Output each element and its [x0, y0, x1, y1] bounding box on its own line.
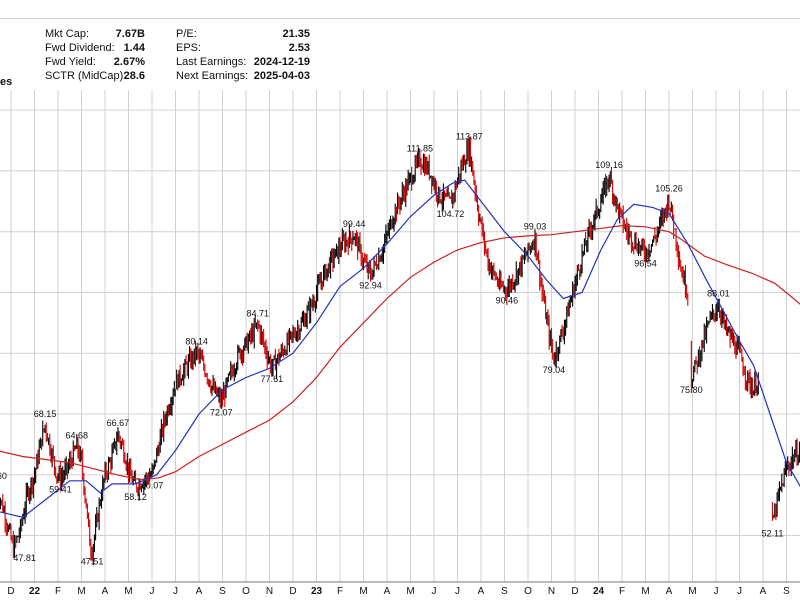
price-annotation: 99.44 [343, 219, 366, 229]
price-annotation: 80.14 [185, 336, 208, 346]
stat-label: Mkt Cap: [45, 28, 90, 40]
stat-label: SCTR (MidCap): [45, 70, 127, 82]
stat-label: Next Earnings: [176, 70, 249, 82]
x-tick-label: J [150, 586, 155, 597]
price-annotation: 104.72 [437, 209, 465, 219]
stat-label: P/E: [176, 28, 197, 40]
price-annotation: 59.41 [49, 484, 72, 494]
x-tick-label: M [124, 586, 132, 597]
x-tick-label: D [571, 586, 578, 597]
sma-short-line [0, 179, 800, 518]
price-annotation: 96.54 [634, 259, 657, 269]
x-tick-label: J [455, 586, 460, 597]
price-annotation: 113.87 [456, 131, 483, 141]
x-tick-label: A [666, 586, 673, 597]
stat-value: 2.67% [113, 56, 145, 68]
x-tick-label: S [219, 586, 226, 597]
x-tick-label: A [102, 586, 109, 597]
stat-value: 2024-12-19 [253, 56, 310, 68]
price-annotation: 52.11 [761, 529, 783, 539]
sma-long-line [0, 224, 800, 481]
x-tick-label: F [55, 586, 61, 597]
x-tick-label: A [196, 586, 203, 597]
x-tick-label: S [501, 586, 508, 597]
price-annotation: 47.81 [13, 553, 36, 563]
x-tick-label: O [524, 586, 532, 597]
x-tick-label: J [737, 586, 742, 597]
x-tick-label: N [266, 586, 273, 597]
x-tick-label: N [548, 586, 555, 597]
price-annotation: 60 [0, 471, 7, 481]
price-annotation: 111.85 [407, 144, 433, 154]
price-annotation: 72.07 [210, 407, 233, 417]
price-annotation: 77.61 [261, 374, 284, 384]
x-tick-label: J [173, 586, 178, 597]
price-annotation: 58.12 [124, 492, 147, 502]
x-tick-label: 24 [593, 586, 605, 597]
x-tick-label: J [714, 586, 719, 597]
price-annotation: 60.07 [141, 480, 164, 490]
x-tick-label: O [242, 586, 250, 597]
x-tick-label: D [289, 586, 296, 597]
price-annotation: 64.68 [66, 430, 89, 440]
x-tick-label: 23 [311, 586, 323, 597]
stat-value: 2.53 [288, 42, 310, 54]
price-annotation: 79.04 [543, 365, 566, 375]
price-annotation: 99.03 [524, 222, 547, 232]
x-tick-label: A [478, 586, 485, 597]
x-tick-label: F [337, 586, 343, 597]
stat-label: Last Earnings: [176, 56, 247, 68]
price-annotation: 66.67 [107, 418, 130, 428]
price-annotation: 109.16 [595, 160, 623, 170]
price-annotation: 84.71 [246, 309, 269, 319]
stat-label: EPS: [176, 42, 202, 54]
x-tick-label: D [7, 586, 14, 597]
x-tick-label: 22 [29, 586, 41, 597]
stat-value: 28.6 [123, 70, 145, 82]
price-annotation: 92.94 [359, 281, 382, 291]
x-tick-label: M [641, 586, 649, 597]
stat-value: 1.44 [123, 42, 145, 54]
x-tick-label: A [384, 586, 391, 597]
price-annotation: 47.51 [81, 557, 104, 567]
x-tick-label: J [432, 586, 437, 597]
price-chart: D 22 F M A M J J A S O N D 23 F M A M J J A S O N D 24 F M A M J J A S 60 4… [0, 90, 800, 597]
price-annotation: 75.80 [680, 385, 703, 395]
top-toolbar-strip [0, 0, 800, 19]
stat-label: Fwd Yield: [45, 56, 96, 68]
x-tick-label: A [760, 586, 767, 597]
stat-label: Fwd Dividend: [45, 42, 115, 54]
x-tick-label: M [406, 586, 414, 597]
price-annotation: 68.15 [34, 409, 57, 419]
x-tick-label: F [619, 586, 625, 597]
price-annotation: 90.46 [496, 296, 519, 306]
x-tick-label: M [359, 586, 367, 597]
x-tick-label: M [77, 586, 85, 597]
x-tick-label: M [688, 586, 696, 597]
stat-value: 2025-04-03 [253, 70, 310, 82]
stats-panel: Mkt Cap: 7.67B Fwd Dividend: 1.44 Fwd Yi… [0, 28, 800, 90]
x-tick-label: S [783, 586, 790, 597]
chart-title-fragment: es [0, 76, 13, 88]
stat-value: 7.67B [115, 28, 145, 40]
price-annotation: 105.26 [655, 184, 683, 194]
price-annotation: 88.01 [707, 289, 730, 299]
stat-value: 21.35 [282, 28, 310, 40]
